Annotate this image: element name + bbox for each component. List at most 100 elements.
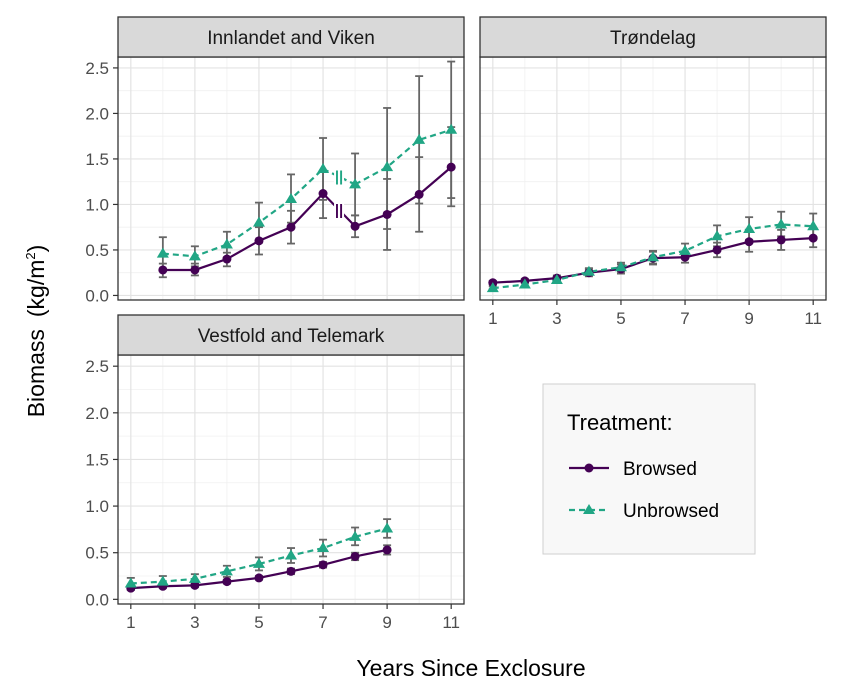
data-point-unbrowsed bbox=[413, 133, 426, 144]
data-point-browsed bbox=[712, 245, 722, 255]
breakpoint-gap bbox=[334, 200, 345, 219]
y-tick-label: 2.5 bbox=[85, 357, 109, 376]
x-tick-label: 7 bbox=[680, 309, 689, 328]
data-point-unbrowsed bbox=[188, 572, 201, 583]
facet-strip bbox=[117, 314, 465, 356]
data-point-unbrowsed bbox=[156, 247, 169, 258]
data-point-browsed bbox=[254, 236, 264, 246]
y-axis-title: Biomass(kg/m2) bbox=[23, 245, 49, 418]
data-point-browsed bbox=[446, 162, 456, 172]
data-point-browsed bbox=[254, 573, 264, 583]
legend-key-browsed bbox=[569, 463, 609, 473]
data-point-unbrowsed bbox=[220, 238, 233, 249]
data-point-unbrowsed bbox=[486, 282, 499, 293]
panel-vestfold-and-telemark: Vestfold and Telemark 0.0 0.5 1.0 1.5 2.0 2.5 1… bbox=[85, 314, 465, 632]
facet-title: Trøndelag bbox=[610, 28, 696, 49]
y-tick-label: 0.0 bbox=[85, 590, 109, 609]
legend: Treatment: Browsed Unbrowsed bbox=[542, 383, 756, 555]
legend-marker-browsed bbox=[584, 463, 594, 473]
data-point-unbrowsed bbox=[679, 244, 692, 255]
data-point-unbrowsed bbox=[445, 123, 458, 134]
data-point-unbrowsed bbox=[285, 192, 297, 203]
data-point-unbrowsed bbox=[743, 223, 756, 234]
x-tick-label: 1 bbox=[126, 613, 135, 632]
data-point-unbrowsed bbox=[381, 522, 394, 533]
x-tick-label: 9 bbox=[744, 309, 753, 328]
series-line-unbrowsed bbox=[162, 168, 324, 258]
facet-strip bbox=[479, 16, 827, 58]
data-point-browsed bbox=[222, 577, 232, 587]
x-axis-title: Years Since Exclosure bbox=[356, 655, 585, 681]
y-tick-label: 1.0 bbox=[85, 195, 109, 214]
data-point-unbrowsed bbox=[647, 251, 659, 262]
series-line-browsed bbox=[162, 192, 324, 272]
data-point-unbrowsed bbox=[252, 216, 265, 227]
data-point-browsed bbox=[414, 189, 424, 199]
data-point-unbrowsed bbox=[582, 265, 595, 276]
data-point-browsed bbox=[744, 237, 754, 247]
y-tick-label: 2.0 bbox=[85, 104, 109, 123]
data-point-browsed bbox=[318, 560, 328, 570]
y-tick-label: 1.5 bbox=[85, 150, 109, 169]
data-point-unbrowsed bbox=[317, 542, 330, 553]
data-point-browsed bbox=[190, 580, 200, 590]
data-point-browsed bbox=[776, 235, 786, 245]
x-tick-label: 3 bbox=[190, 613, 199, 632]
data-point-unbrowsed bbox=[614, 261, 627, 272]
breakpoint-mark: || bbox=[335, 202, 343, 219]
legend-label-browsed: Browsed bbox=[623, 459, 697, 480]
data-point-unbrowsed bbox=[188, 250, 201, 261]
y-tick-label: 1.0 bbox=[85, 497, 109, 516]
series-line-unbrowsed bbox=[354, 128, 452, 186]
x-tick-label: 3 bbox=[552, 309, 561, 328]
x-tick-label: 5 bbox=[616, 309, 625, 328]
x-tick-label: 11 bbox=[804, 309, 822, 328]
data-point-unbrowsed bbox=[156, 575, 169, 586]
data-point-browsed bbox=[808, 233, 818, 243]
data-point-browsed bbox=[190, 265, 200, 275]
data-point-unbrowsed bbox=[317, 162, 330, 173]
y-tick-label: 0.0 bbox=[85, 286, 109, 305]
y-tick-label: 2.5 bbox=[85, 59, 109, 78]
breakpoint-gap bbox=[334, 167, 345, 186]
x-tick-label: 7 bbox=[318, 613, 327, 632]
data-point-unbrowsed bbox=[124, 577, 137, 588]
panels-layer: || || Innlandet and Viken 0.0 0.5 1.0 1.5 2.0 2.… bbox=[85, 16, 827, 632]
data-point-unbrowsed bbox=[220, 565, 233, 576]
data-point-unbrowsed bbox=[349, 178, 362, 189]
data-point-unbrowsed bbox=[252, 557, 265, 568]
data-point-unbrowsed bbox=[807, 220, 820, 231]
panel-tr-ndelag: Trøndelag 1 3 5 7 9 11 bbox=[479, 16, 827, 328]
series-line-browsed bbox=[354, 166, 452, 228]
y-tick-label: 2.0 bbox=[85, 404, 109, 423]
data-point-browsed bbox=[286, 566, 296, 576]
data-point-unbrowsed bbox=[285, 549, 297, 560]
data-point-browsed bbox=[382, 545, 392, 555]
legend-title: Treatment: bbox=[567, 410, 673, 435]
x-tick-label: 11 bbox=[442, 613, 460, 632]
legend-key-unbrowsed bbox=[569, 504, 609, 514]
data-point-browsed bbox=[286, 222, 296, 232]
x-tick-label: 9 bbox=[382, 613, 391, 632]
data-point-browsed bbox=[222, 254, 232, 264]
facet-title: Vestfold and Telemark bbox=[198, 326, 385, 347]
legend-marker-unbrowsed bbox=[583, 504, 595, 514]
legend-label-unbrowsed: Unbrowsed bbox=[623, 501, 719, 522]
x-tick-label: 5 bbox=[254, 613, 263, 632]
data-point-unbrowsed bbox=[711, 230, 724, 241]
data-point-browsed bbox=[350, 221, 360, 231]
data-point-unbrowsed bbox=[775, 218, 788, 229]
data-point-browsed bbox=[382, 209, 392, 219]
panel-innlandet-and-viken: || || Innlandet and Viken 0.0 0.5 1.0 1.5 2.0 2.… bbox=[85, 16, 465, 305]
facet-title: Innlandet and Viken bbox=[207, 28, 375, 49]
data-point-browsed bbox=[318, 189, 328, 199]
y-tick-label: 0.5 bbox=[85, 241, 109, 260]
data-point-unbrowsed bbox=[381, 161, 394, 172]
data-point-browsed bbox=[680, 252, 690, 262]
x-tick-label: 1 bbox=[488, 309, 497, 328]
y-tick-label: 1.5 bbox=[85, 450, 109, 469]
series-line-unbrowsed-connector bbox=[322, 167, 356, 186]
data-point-browsed bbox=[350, 551, 360, 561]
facet-strip bbox=[117, 16, 465, 58]
